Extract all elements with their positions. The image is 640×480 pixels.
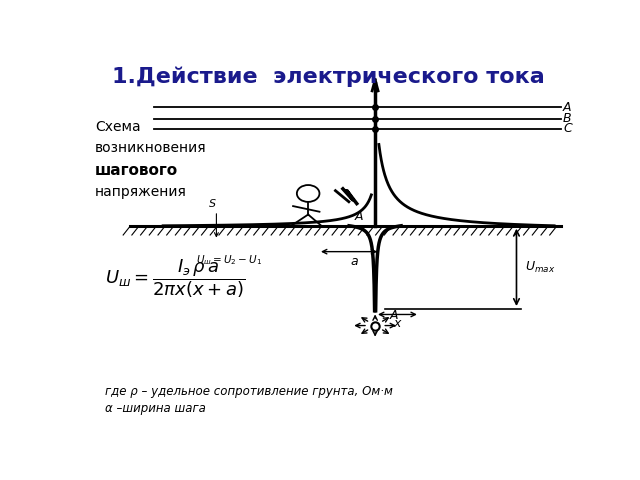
Text: 1.Действие  электрического тока: 1.Действие электрического тока [111, 67, 545, 87]
Text: α –ширина шага: α –ширина шага [105, 402, 205, 415]
Text: $U_{max}$: $U_{max}$ [525, 260, 556, 275]
Text: возникновения: возникновения [95, 141, 207, 155]
Text: где ρ – удельное сопротивление грунта, Ом·м: где ρ – удельное сопротивление грунта, О… [105, 384, 393, 398]
Text: Схема: Схема [95, 120, 141, 134]
Text: шагового: шагового [95, 163, 178, 178]
Text: B: B [563, 112, 572, 125]
Text: C: C [563, 122, 572, 135]
Text: напряжения: напряжения [95, 185, 187, 199]
Text: A: A [354, 210, 363, 223]
Text: $U_{ш} = \dfrac{I_{э}\,\rho\, a}{2\pi x(x+a)}$: $U_{ш} = \dfrac{I_{э}\,\rho\, a}{2\pi x(… [105, 257, 245, 300]
Text: x: x [394, 317, 401, 330]
Text: $U_{ш}=U_2-U_1$: $U_{ш}=U_2-U_1$ [196, 253, 262, 267]
Text: a: a [350, 254, 358, 267]
Text: A: A [390, 309, 399, 322]
Text: A: A [563, 101, 572, 114]
Text: S: S [209, 199, 216, 209]
